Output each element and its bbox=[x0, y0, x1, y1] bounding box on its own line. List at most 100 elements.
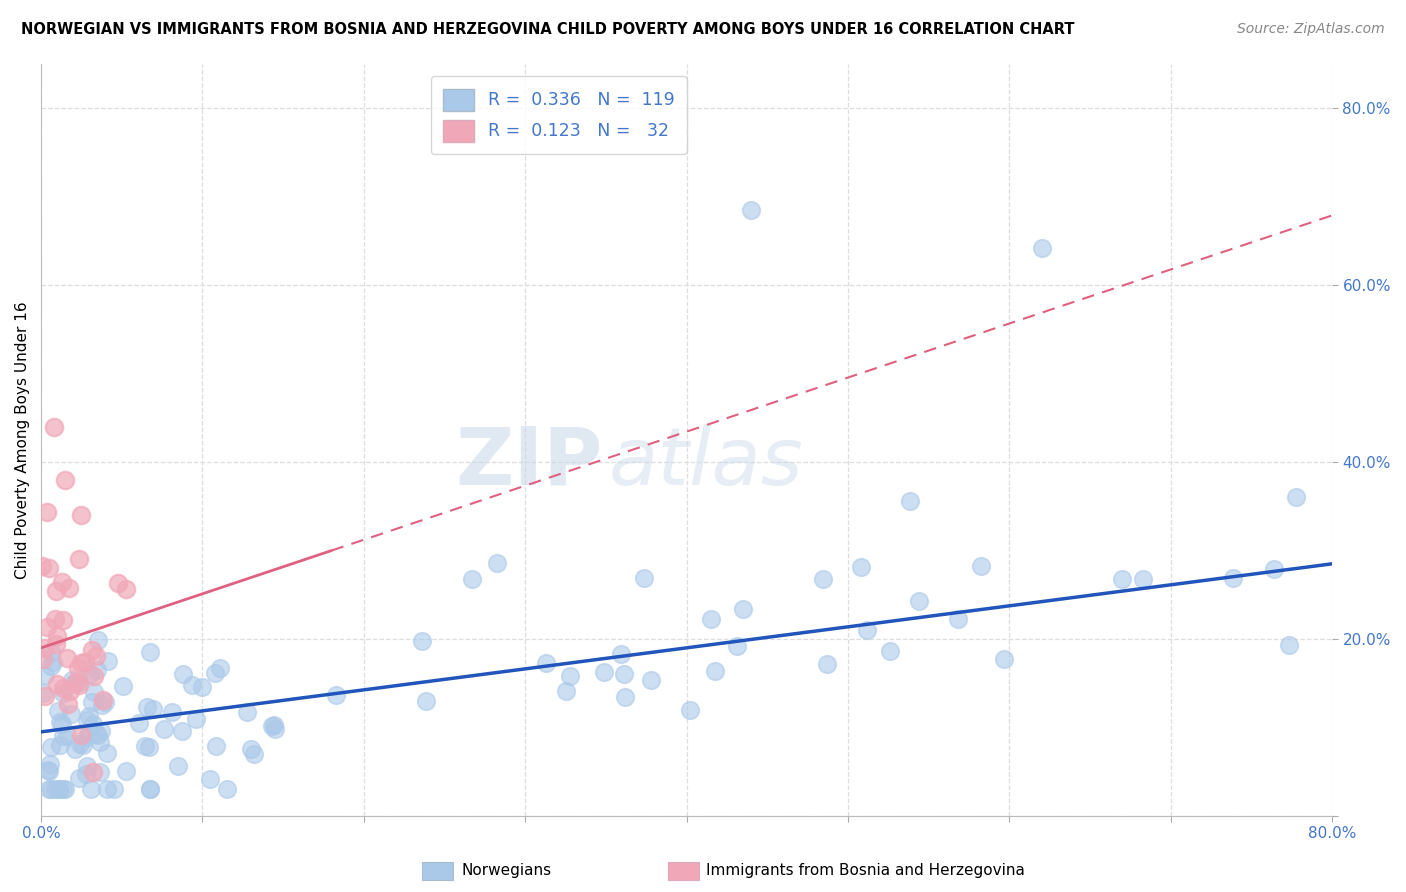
Point bbox=[725, 639, 748, 653]
Point bbox=[703, 664, 725, 678]
Text: Immigrants from Bosnia and Herzegovina: Immigrants from Bosnia and Herzegovina bbox=[706, 863, 1025, 878]
Point bbox=[97, 654, 120, 668]
Point bbox=[240, 742, 263, 756]
Point bbox=[67, 552, 90, 566]
Point bbox=[72, 738, 94, 752]
Point bbox=[96, 782, 118, 797]
Point bbox=[67, 674, 90, 689]
Point bbox=[60, 706, 83, 721]
Y-axis label: Child Poverty Among Boys Under 16: Child Poverty Among Boys Under 16 bbox=[15, 301, 30, 579]
Point bbox=[138, 782, 160, 797]
Point bbox=[69, 771, 91, 785]
Point bbox=[86, 728, 108, 742]
Point bbox=[96, 746, 118, 760]
Point bbox=[86, 648, 108, 663]
Point bbox=[35, 620, 58, 634]
Point bbox=[56, 651, 79, 665]
Point bbox=[699, 612, 721, 626]
Point bbox=[56, 729, 79, 743]
Point bbox=[87, 633, 110, 648]
Point bbox=[263, 718, 285, 732]
Point bbox=[70, 728, 93, 742]
Text: ZIP: ZIP bbox=[456, 424, 603, 501]
Point bbox=[52, 681, 75, 695]
Point bbox=[45, 584, 67, 599]
Point bbox=[55, 782, 77, 797]
Point bbox=[142, 702, 165, 716]
Point bbox=[38, 764, 60, 778]
Point bbox=[67, 661, 90, 675]
Point bbox=[39, 782, 62, 797]
Point bbox=[191, 680, 214, 694]
Point bbox=[740, 202, 762, 217]
Point bbox=[48, 714, 70, 729]
Point bbox=[153, 722, 176, 736]
Point bbox=[993, 652, 1015, 666]
Point bbox=[138, 740, 160, 755]
Point bbox=[48, 782, 70, 797]
Point bbox=[52, 686, 75, 700]
Point bbox=[134, 739, 156, 754]
Point bbox=[89, 765, 111, 780]
Point bbox=[76, 713, 98, 727]
Point bbox=[37, 764, 59, 778]
Text: atlas: atlas bbox=[609, 424, 804, 501]
Point bbox=[58, 581, 80, 595]
Point bbox=[77, 709, 100, 723]
Point bbox=[80, 782, 103, 797]
Point bbox=[52, 782, 75, 797]
Point bbox=[1285, 491, 1308, 505]
Point bbox=[107, 575, 129, 590]
Point bbox=[91, 693, 114, 707]
Point bbox=[849, 559, 872, 574]
Point bbox=[32, 686, 55, 700]
Point bbox=[35, 505, 58, 519]
Point bbox=[52, 729, 75, 743]
Point bbox=[42, 419, 65, 434]
Point bbox=[80, 643, 103, 657]
Point bbox=[242, 747, 264, 761]
Point bbox=[51, 574, 73, 589]
Point bbox=[235, 705, 257, 719]
Point bbox=[1031, 241, 1053, 255]
Point bbox=[44, 782, 66, 797]
Point bbox=[1132, 573, 1154, 587]
Text: Norwegians: Norwegians bbox=[461, 863, 551, 878]
Point bbox=[76, 731, 98, 745]
Point bbox=[31, 559, 53, 574]
Point bbox=[86, 663, 108, 677]
Point bbox=[51, 716, 73, 731]
Point bbox=[93, 695, 115, 709]
Point bbox=[633, 571, 655, 585]
Text: Source: ZipAtlas.com: Source: ZipAtlas.com bbox=[1237, 22, 1385, 37]
Point bbox=[204, 739, 226, 753]
Point bbox=[44, 611, 66, 625]
Point bbox=[166, 759, 188, 773]
Point bbox=[613, 666, 636, 681]
Point bbox=[46, 677, 69, 691]
Point bbox=[38, 782, 60, 797]
Point bbox=[79, 667, 101, 681]
Point bbox=[86, 726, 108, 740]
Point bbox=[215, 782, 238, 797]
Point bbox=[83, 685, 105, 699]
Point bbox=[41, 659, 63, 673]
Point bbox=[970, 558, 993, 573]
Point bbox=[114, 582, 136, 597]
Point bbox=[46, 704, 69, 718]
Text: NORWEGIAN VS IMMIGRANTS FROM BOSNIA AND HERZEGOVINA CHILD POVERTY AMONG BOYS UND: NORWEGIAN VS IMMIGRANTS FROM BOSNIA AND … bbox=[21, 22, 1074, 37]
Point bbox=[77, 726, 100, 740]
Legend: R =  0.336   N =  119, R =  0.123   N =   32: R = 0.336 N = 119, R = 0.123 N = 32 bbox=[430, 77, 686, 154]
Point bbox=[45, 629, 67, 643]
Point bbox=[208, 660, 231, 674]
Point bbox=[80, 695, 103, 709]
Point bbox=[45, 637, 67, 651]
Point bbox=[89, 735, 111, 749]
Point bbox=[811, 572, 834, 586]
Point bbox=[731, 602, 754, 616]
Point bbox=[76, 759, 98, 773]
Point bbox=[558, 669, 581, 683]
Point bbox=[111, 679, 134, 693]
Point bbox=[67, 678, 90, 692]
Point bbox=[640, 673, 662, 687]
